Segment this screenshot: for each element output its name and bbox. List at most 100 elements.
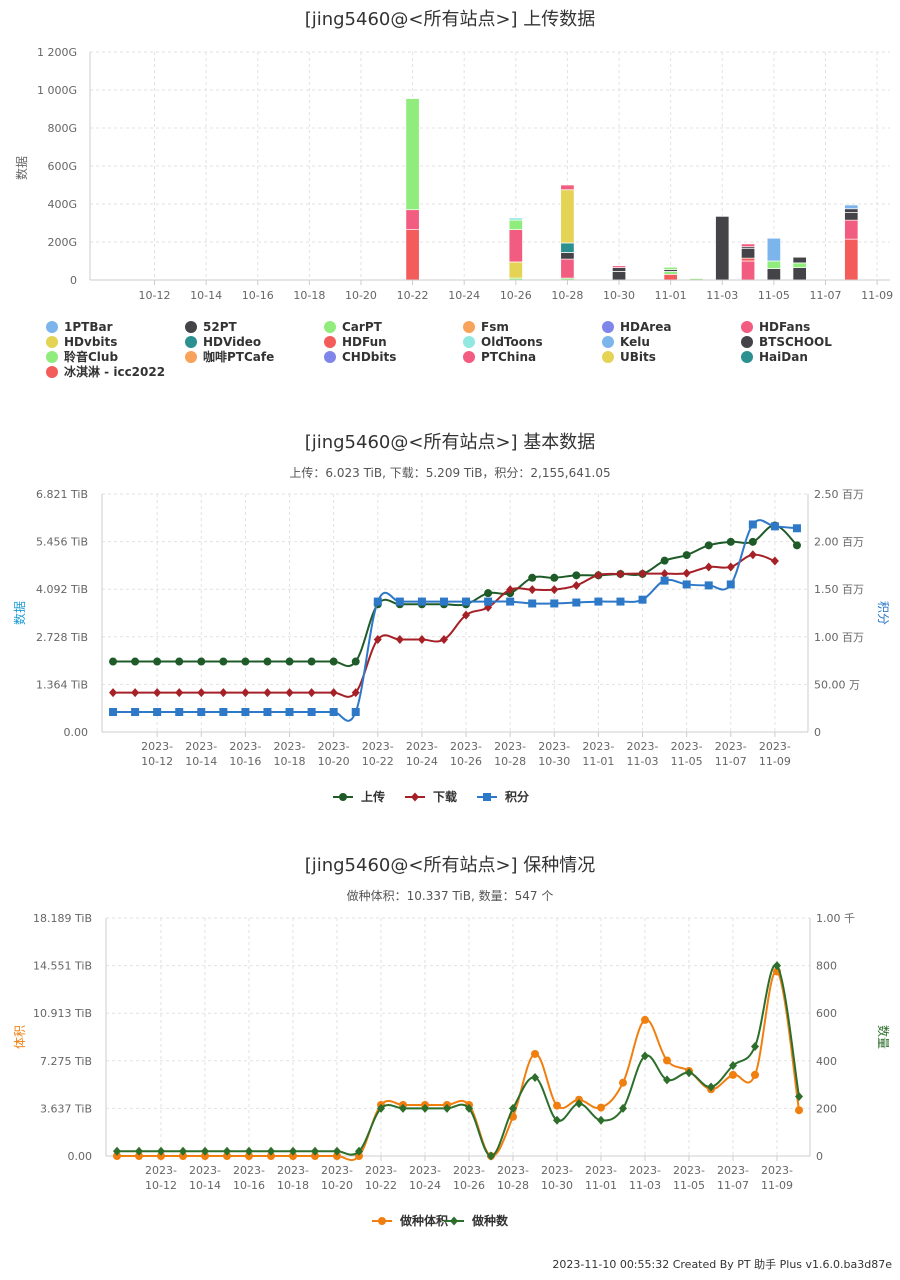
x-tick-date: 10-28 [494, 755, 526, 768]
legend-label: HDvbits [64, 335, 117, 349]
y-left-tick-label: 7.275 TiB [40, 1055, 92, 1068]
x-tick-label: 2023- 11-05 [671, 740, 703, 768]
legend-swatch [46, 351, 58, 363]
x-tick-year: 2023- [409, 1164, 441, 1177]
x-tick-year: 2023- [229, 740, 261, 753]
legend-swatch [463, 336, 475, 348]
data-point [241, 708, 250, 717]
data-point [619, 1078, 627, 1087]
y-axis-label: 数据 [14, 156, 29, 180]
x-tick-label: 10-26 [500, 289, 532, 302]
y-right-tick-label: 1.00 百万 [814, 631, 864, 644]
data-point [770, 522, 779, 531]
y-right-tick-label: 1.50 百万 [814, 583, 864, 596]
y-left-tick-label: 1.364 TiB [36, 678, 88, 691]
data-point [197, 657, 206, 666]
legend-swatch [324, 351, 336, 363]
x-tick-label: 10-30 [603, 289, 635, 302]
bar-segment [405, 229, 420, 281]
x-tick-year: 2023- [538, 740, 570, 753]
data-point [770, 556, 779, 566]
data-point [307, 688, 316, 698]
data-point [726, 580, 735, 589]
legend-label: CHDbits [342, 350, 396, 364]
x-tick-label: 2023- 11-03 [629, 1164, 661, 1192]
data-point [179, 1146, 187, 1156]
data-point [685, 1068, 693, 1078]
x-tick-date: 11-09 [759, 755, 791, 768]
legend-label: 1PTBar [64, 320, 113, 334]
x-tick-label: 11-01 [655, 289, 687, 302]
data-point [704, 541, 713, 550]
data-point [462, 597, 471, 606]
x-tick-date: 10-24 [406, 755, 438, 768]
legend-label: HDFans [759, 320, 810, 334]
upload-bar-chart: [jing5460@<所有站点>] 上传数据 0 200G 400G 600G 800G… [14, 9, 893, 379]
legend-label: HDArea [620, 320, 671, 334]
bar-segment [792, 256, 807, 264]
bar-segment [508, 217, 523, 221]
legend-swatch [602, 336, 614, 348]
data-point [572, 598, 581, 607]
x-tick-label: 2023- 11-09 [761, 1164, 793, 1192]
y-right-tick-label: 0 [814, 726, 821, 739]
y-axis-left-label: 体积 [13, 1025, 27, 1049]
legend-label: HDVideo [203, 335, 261, 349]
legend-swatch [46, 366, 58, 378]
data-point [704, 562, 713, 572]
y-tick-label: 1 200G [37, 46, 77, 59]
x-tick-date: 10-30 [541, 1179, 573, 1192]
data-point [726, 562, 735, 572]
x-tick-label: 2023- 10-24 [406, 740, 438, 768]
bar-segment [611, 267, 627, 272]
x-tick-label: 2023- 10-12 [141, 740, 173, 768]
data-point [597, 1115, 605, 1125]
x-tick-year: 2023- [189, 1164, 221, 1177]
data-point [594, 597, 603, 606]
y-right-tick-label: 200 [816, 1102, 837, 1115]
x-tick-date: 10-12 [141, 755, 173, 768]
data-point [663, 1075, 671, 1085]
data-point [439, 635, 448, 645]
legend-swatch [463, 351, 475, 363]
data-point [113, 1152, 121, 1160]
data-point [795, 1106, 803, 1115]
data-point [411, 792, 419, 802]
data-point [223, 1152, 231, 1160]
data-point [531, 1049, 539, 1058]
data-point [333, 1152, 341, 1160]
x-tick-year: 2023- [365, 1164, 397, 1177]
data-point [135, 1152, 143, 1160]
x-tick-label: 11-07 [809, 289, 841, 302]
data-point [377, 1103, 385, 1113]
data-point [351, 708, 360, 717]
series-line [113, 519, 798, 722]
x-tick-label: 10-20 [345, 289, 377, 302]
data-point [663, 1056, 671, 1065]
x-tick-date: 11-01 [582, 755, 614, 768]
y-axis-left-label: 数据 [12, 601, 27, 625]
data-point [484, 589, 493, 598]
x-tick-date: 10-16 [229, 755, 261, 768]
bar-segment [405, 209, 420, 230]
bar-segment [844, 219, 859, 240]
data-point [660, 576, 669, 585]
legend-swatch [185, 351, 197, 363]
bar-segment [508, 261, 523, 279]
chart-subtitle: 上传：6.023 TiB, 下载：5.209 TiB，积分：2,155,641.… [289, 465, 610, 480]
legend-swatch [46, 336, 58, 348]
data-point [439, 597, 448, 606]
series-line [113, 553, 776, 698]
x-tick-date: 11-09 [761, 1179, 793, 1192]
data-point [704, 581, 713, 590]
x-tick-date: 10-26 [450, 755, 482, 768]
x-tick-label: 2023- 10-28 [494, 740, 526, 768]
chart-title: [jing5460@<所有站点>] 基本数据 [305, 432, 596, 453]
x-tick-label: 2023- 10-22 [365, 1164, 397, 1192]
data-point [748, 537, 757, 546]
legend-label: OldToons [481, 335, 543, 349]
data-point [333, 1146, 341, 1156]
data-point [339, 793, 347, 801]
data-point [726, 537, 735, 546]
x-tick-label: 2023- 10-24 [409, 1164, 441, 1192]
